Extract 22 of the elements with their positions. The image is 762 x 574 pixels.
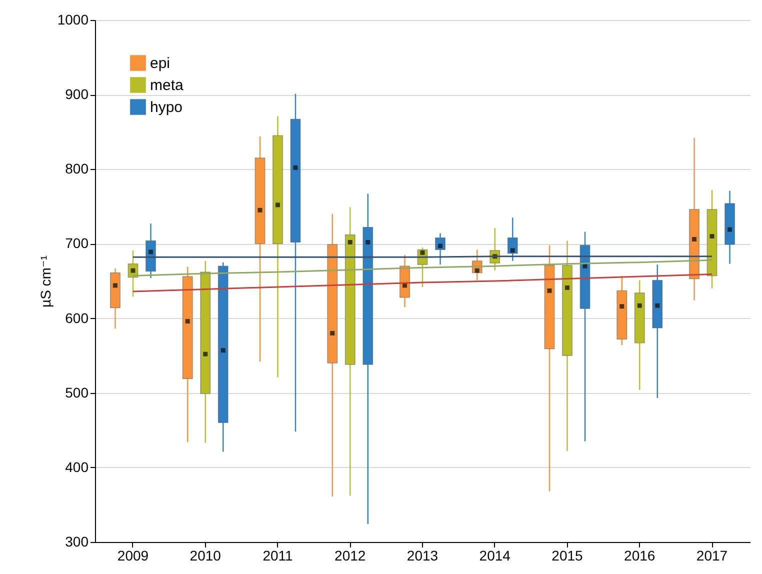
x-tick-label: 2013 [406, 548, 438, 564]
y-tick-label: 1000 [57, 12, 89, 28]
y-tick-label: 900 [65, 86, 89, 102]
y-tick-label: 800 [65, 160, 89, 177]
line-series [132, 274, 713, 292]
x-tick-label: 2011 [262, 548, 294, 564]
x-tick-label: 2012 [334, 548, 366, 564]
legend-label: epi [150, 55, 170, 72]
x-tick-label: 2014 [479, 548, 511, 564]
y-axis-title: µS cm⁻¹ [37, 255, 54, 308]
y-tick-label: 700 [65, 235, 89, 252]
x-tick-label: 2010 [190, 548, 222, 564]
legend-label: meta [150, 77, 184, 94]
x-tick-label: 2009 [117, 548, 149, 564]
y-tick-label: 400 [65, 458, 89, 475]
y-tick-label: 600 [65, 310, 89, 326]
x-tick-label: 2017 [696, 548, 728, 564]
x-tick-label: 2015 [552, 548, 584, 564]
y-tick-label: 500 [65, 384, 89, 400]
legend-label: hypo [150, 99, 183, 116]
x-tick-label: 2016 [624, 548, 656, 564]
y-tick-label: 300 [65, 534, 89, 550]
